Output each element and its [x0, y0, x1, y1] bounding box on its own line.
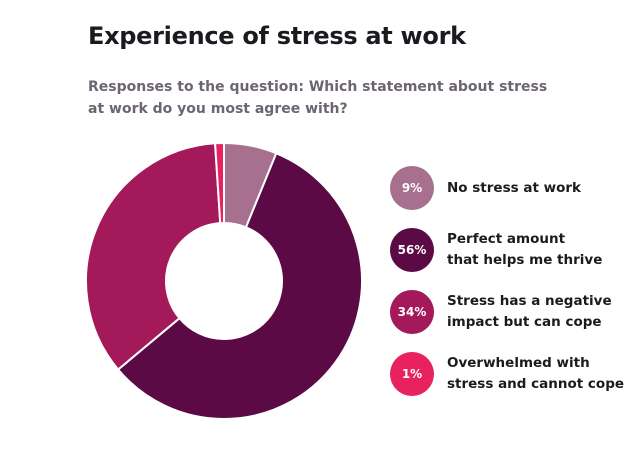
chart-subtitle: Responses to the question: Which stateme… — [88, 79, 548, 117]
legend-label: Stress has a negative impact but can cop… — [447, 293, 612, 330]
slice-overwhelmed — [214, 141, 225, 225]
slice-negative-impact — [85, 142, 222, 371]
legend-label: Overwhelmed with stress and cannot cope — [447, 355, 625, 392]
legend-badge: 9% — [390, 166, 434, 210]
legend-badge: 56% — [390, 228, 434, 272]
legend-label: No stress at work — [447, 179, 581, 196]
slice-perfect-amount — [116, 151, 363, 420]
legend-item-overwhelmed: 1% Overwhelmed with stress and cannot co… — [390, 352, 630, 396]
legend-label: Perfect amount that helps me thrive — [447, 231, 603, 268]
chart-title: Experience of stress at work — [88, 22, 466, 50]
legend-item-perfect-amount: 56% Perfect amount that helps me thrive — [390, 228, 630, 272]
legend-badge: 1% — [390, 352, 434, 396]
legend-item-negative-impact: 34% Stress has a negative impact but can… — [390, 290, 630, 334]
legend-item-no-stress: 9% No stress at work — [390, 166, 630, 210]
legend-badge: 34% — [390, 290, 434, 334]
